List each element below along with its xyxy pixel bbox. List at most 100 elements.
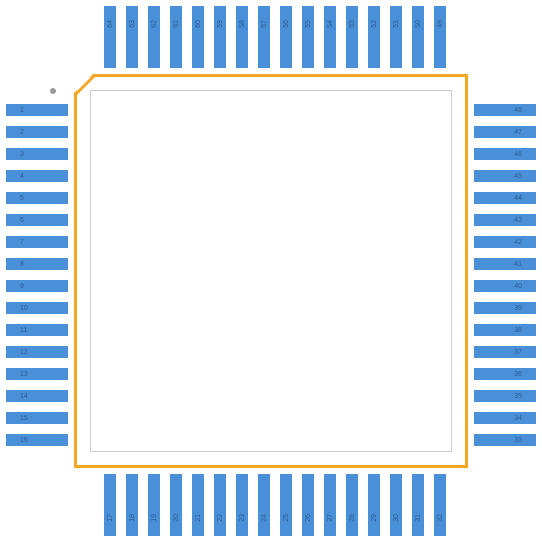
pin-label: 31 [415, 514, 422, 522]
pin-22: 22 [214, 474, 226, 536]
pin-27: 27 [324, 474, 336, 536]
pin-label: 46 [514, 151, 522, 158]
pin-label: 15 [20, 415, 28, 422]
pin-54: 54 [324, 6, 336, 68]
pin-label: 9 [20, 283, 24, 290]
pin-10: 10 [6, 302, 68, 314]
pin-label: 64 [107, 20, 114, 28]
pin-label: 45 [514, 173, 522, 180]
pin-label: 1 [20, 107, 24, 114]
pin-16: 16 [6, 434, 68, 446]
pin-19: 19 [148, 474, 160, 536]
pin-label: 43 [514, 217, 522, 224]
pin-label: 23 [239, 514, 246, 522]
pin-label: 42 [514, 239, 522, 246]
pin-38: 38 [474, 324, 536, 336]
pin-60: 60 [192, 6, 204, 68]
pin-label: 12 [20, 349, 28, 356]
pin-44: 44 [474, 192, 536, 204]
pin-label: 19 [151, 514, 158, 522]
pin-label: 58 [239, 20, 246, 28]
pin1-chamfer [73, 73, 97, 97]
pin-label: 3 [20, 151, 24, 158]
pin-label: 44 [514, 195, 522, 202]
pin-label: 16 [20, 437, 28, 444]
pin-47: 47 [474, 126, 536, 138]
pin-label: 11 [20, 327, 27, 334]
pin-57: 57 [258, 6, 270, 68]
pin-56: 56 [280, 6, 292, 68]
pin-label: 39 [514, 305, 522, 312]
pin-label: 50 [415, 20, 422, 28]
pin-45: 45 [474, 170, 536, 182]
pin-62: 62 [148, 6, 160, 68]
pin-label: 5 [20, 195, 24, 202]
pin-24: 24 [258, 474, 270, 536]
pin-63: 63 [126, 6, 138, 68]
pin-label: 30 [393, 514, 400, 522]
pin-label: 7 [20, 239, 24, 246]
pin-15: 15 [6, 412, 68, 424]
pin-21: 21 [192, 474, 204, 536]
pin-2: 2 [6, 126, 68, 138]
pin-32: 32 [434, 474, 446, 536]
pin-label: 35 [514, 393, 522, 400]
pin-35: 35 [474, 390, 536, 402]
pin-label: 41 [514, 261, 522, 268]
pin-label: 53 [349, 20, 356, 28]
pin-label: 38 [514, 327, 522, 334]
pin-label: 32 [437, 514, 444, 522]
pin-label: 62 [151, 20, 158, 28]
pin-5: 5 [6, 192, 68, 204]
pin-label: 51 [393, 20, 400, 28]
pin-25: 25 [280, 474, 292, 536]
pin-18: 18 [126, 474, 138, 536]
pin-4: 4 [6, 170, 68, 182]
pin-label: 28 [349, 514, 356, 522]
pin-28: 28 [346, 474, 358, 536]
pin-30: 30 [390, 474, 402, 536]
pin-52: 52 [368, 6, 380, 68]
pin-64: 64 [104, 6, 116, 68]
pin-label: 54 [327, 20, 334, 28]
pin-31: 31 [412, 474, 424, 536]
pin-48: 48 [474, 104, 536, 116]
pin-label: 47 [514, 129, 522, 136]
pin-34: 34 [474, 412, 536, 424]
pin-label: 37 [514, 349, 522, 356]
pin-43: 43 [474, 214, 536, 226]
pin-23: 23 [236, 474, 248, 536]
pin-41: 41 [474, 258, 536, 270]
pin-label: 4 [20, 173, 24, 180]
pin-label: 22 [217, 514, 224, 522]
pin-label: 29 [371, 514, 378, 522]
pin-label: 18 [129, 514, 136, 522]
pin-label: 59 [217, 20, 224, 28]
pin-59: 59 [214, 6, 226, 68]
pin-label: 10 [20, 305, 28, 312]
pin-53: 53 [346, 6, 358, 68]
pin-39: 39 [474, 302, 536, 314]
pin1-marker-dot [50, 88, 56, 94]
pin-37: 37 [474, 346, 536, 358]
pin-42: 42 [474, 236, 536, 248]
pin-6: 6 [6, 214, 68, 226]
pin-17: 17 [104, 474, 116, 536]
pin-55: 55 [302, 6, 314, 68]
pin-49: 49 [434, 6, 446, 68]
pin-label: 26 [305, 514, 312, 522]
pin-40: 40 [474, 280, 536, 292]
pin-12: 12 [6, 346, 68, 358]
pin-label: 63 [129, 20, 136, 28]
pin-label: 21 [195, 514, 202, 522]
pin-46: 46 [474, 148, 536, 160]
pin-51: 51 [390, 6, 402, 68]
pin-label: 20 [173, 514, 180, 522]
pin-61: 61 [170, 6, 182, 68]
pin-14: 14 [6, 390, 68, 402]
pin-50: 50 [412, 6, 424, 68]
pin-9: 9 [6, 280, 68, 292]
pin-label: 13 [20, 371, 28, 378]
pin-3: 3 [6, 148, 68, 160]
pin-label: 56 [283, 20, 290, 28]
